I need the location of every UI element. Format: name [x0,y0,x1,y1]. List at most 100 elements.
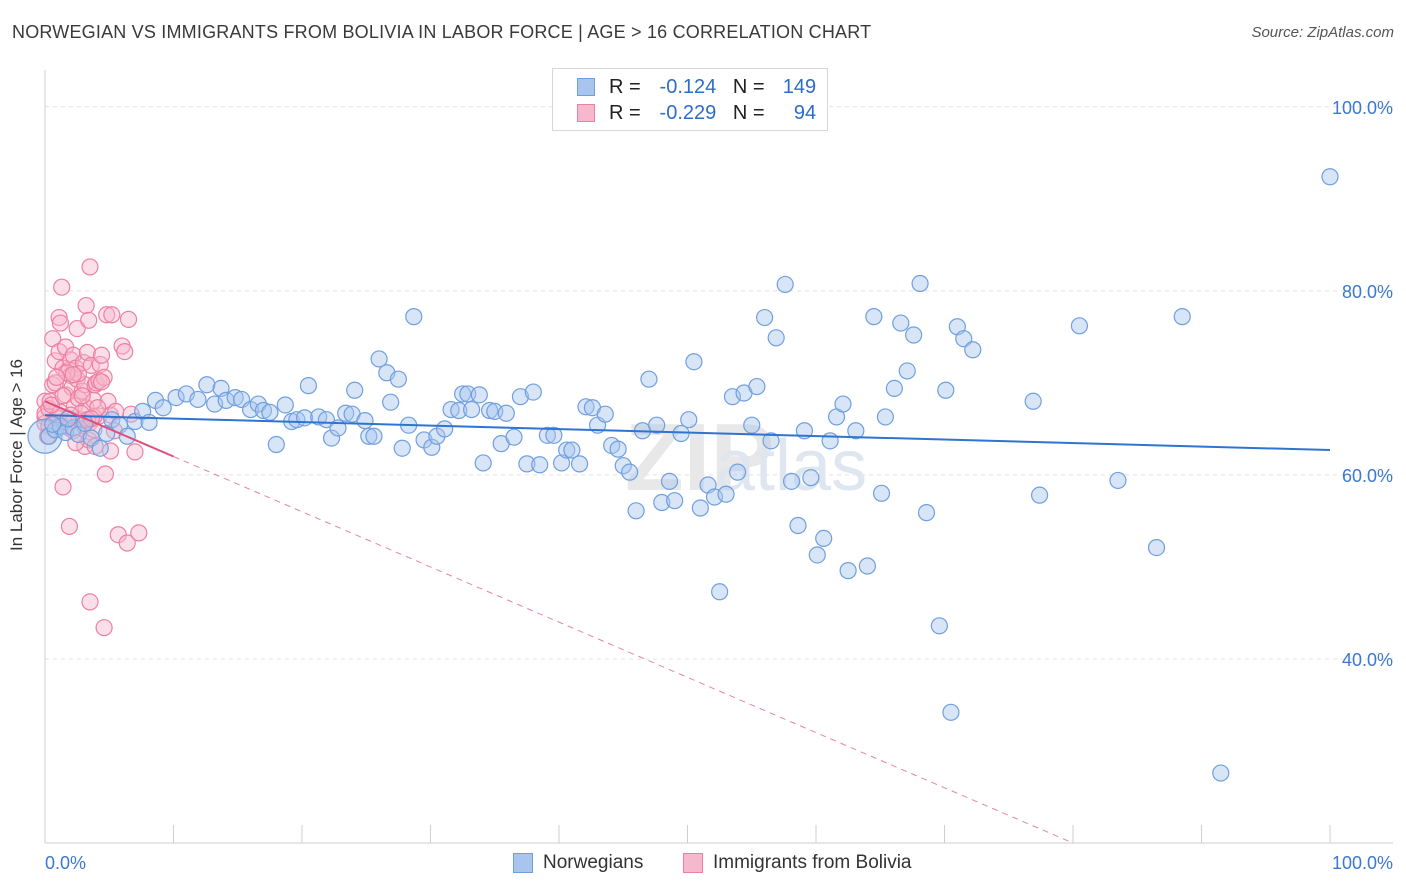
point-norwegians [942,703,960,721]
point-norwegians [789,516,807,535]
point-norwegians [1321,168,1339,186]
point-bolivia [107,402,125,421]
point-norwegians [847,422,865,440]
point-norwegians [531,456,549,474]
point-norwegians [767,329,785,347]
legend-swatch-blue [577,78,595,96]
point-bolivia [92,373,111,391]
point-bolivia [130,524,148,542]
point-norwegians [497,404,515,422]
point-norwegians [267,435,285,454]
point-norwegians [524,383,542,401]
y-tick-label: 80.0% [1342,282,1393,302]
point-norwegians [776,275,794,294]
point-norwegians [1024,392,1042,410]
trend-extension-bolivia [173,456,1074,844]
trend-line-bolivia [44,400,174,458]
point-norwegians [511,388,530,406]
point-bolivia [78,343,97,362]
point-bolivia [64,365,82,384]
x-tick-label: 100.0% [1332,853,1393,873]
point-norwegians [1030,486,1049,504]
point-norwegians [1070,317,1089,335]
point-bolivia [60,517,79,536]
point-norwegians [876,408,894,426]
y-tick-label: 100.0% [1332,98,1393,118]
point-norwegians [815,529,833,548]
point-bolivia [81,258,99,276]
legend-row-norwegians: R = -0.124 N = 149 [577,75,816,99]
point-norwegians [660,472,679,490]
point-norwegians [570,455,589,473]
point-norwegians [711,583,729,601]
point-bolivia [80,311,98,329]
point-norwegians [189,390,207,409]
point-norwegians [481,401,499,420]
point-norwegians [198,376,216,394]
tick-labels: 40.0% 60.0% 80.0% 100.0% 0.0% 100.0% [45,98,1393,873]
point-norwegians [964,341,982,359]
point-norwegians [226,389,244,407]
point-norwegians [917,504,936,522]
point-norwegians [254,401,273,420]
point-norwegians [892,314,910,332]
point-norwegians [782,472,801,490]
point-norwegians [885,379,903,398]
legend-n-label: N = [732,75,765,98]
point-bolivia [126,443,144,461]
point-norwegians [552,454,571,472]
point-bolivia [103,306,121,324]
y-axis-label: In Labor Force | Age > 16 [7,358,26,552]
point-bolivia [58,364,76,382]
bottom-legend-bolivia: Immigrants from Bolivia [683,852,912,874]
point-norwegians [405,308,423,326]
point-bolivia [82,356,100,374]
point-norwegians [898,362,916,380]
point-norwegians [621,463,639,481]
point-norwegians [91,439,109,457]
legend-r-label: R = [609,75,641,98]
point-bolivia [54,387,72,405]
point-norwegians [808,546,826,564]
point-norwegians [839,562,857,580]
point-bolivia [80,431,98,449]
point-norwegians [596,405,614,423]
point-norwegians [955,330,973,348]
point-norwegians [389,370,407,388]
point-bolivia [96,465,114,483]
point-bolivia [54,478,72,496]
point-bolivia [119,310,138,328]
point-norwegians [666,492,684,510]
point-bolivia [98,306,116,324]
point-bolivia [77,296,95,315]
point-norwegians [261,403,279,421]
point-norwegians [937,381,955,399]
legend-r-value: -0.229 [659,101,717,124]
point-norwegians [911,274,929,293]
point-norwegians [685,353,703,371]
point-norwegians [474,454,492,472]
point-norwegians [627,502,645,520]
legend-label-norwegians: Norwegians [543,852,644,873]
point-bolivia [81,593,99,611]
point-bolivia [95,619,113,637]
point-bolivia [46,374,64,392]
legend-row-bolivia: R = -0.229 N = 94 [577,101,816,125]
point-bolivia [68,319,86,338]
point-norwegians [167,389,185,407]
point-norwegians [346,381,364,399]
watermark-atlas: atlas [715,426,867,506]
point-bolivia [51,314,70,332]
point-norwegians [1212,764,1230,782]
point-norwegians [276,396,294,414]
point-norwegians [545,426,563,444]
legend-swatch-blue [513,853,533,873]
chart-title: NORWEGIAN VS IMMIGRANTS FROM BOLIVIA IN … [12,22,872,42]
legend-label-bolivia: Immigrants from Bolivia [713,852,912,873]
legend-r-value: -0.124 [659,75,717,98]
chart-source: Source: ZipAtlas.com [1251,24,1394,41]
point-norwegians [872,484,891,502]
point-bolivia [95,368,113,386]
point-norwegians [563,441,581,459]
